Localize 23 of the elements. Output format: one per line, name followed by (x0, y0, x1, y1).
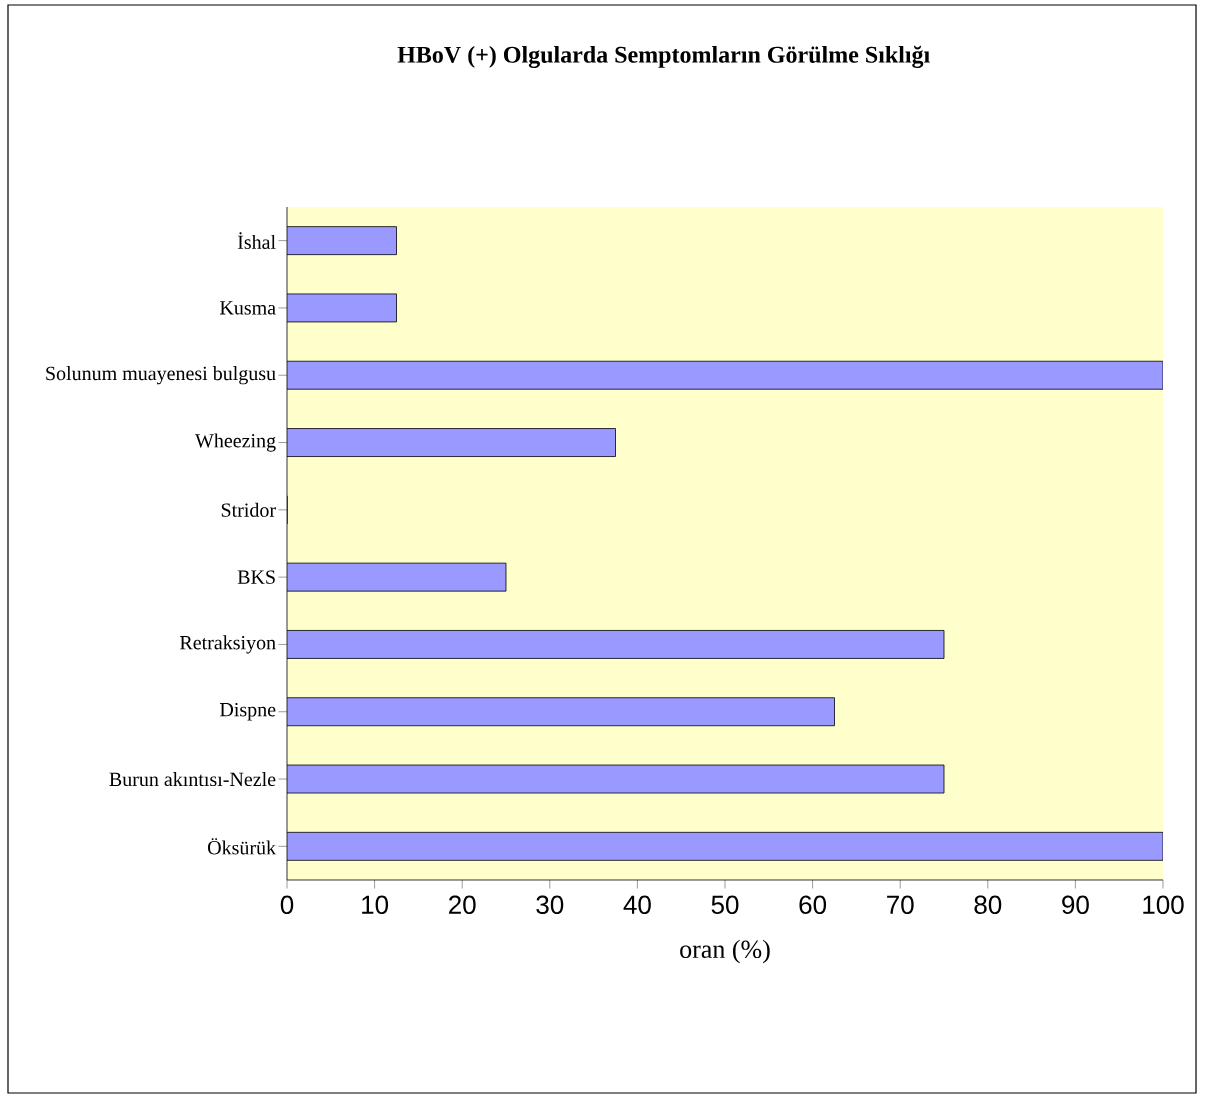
x-tick-label: 60 (799, 895, 827, 914)
y-tick-label: Stridor (221, 502, 276, 517)
y-tick-label: Burun akıntısı-Nezle (109, 771, 276, 787)
x-tick-label: 10 (362, 895, 389, 914)
y-tick-label: Dispne (219, 702, 276, 721)
y-tick-label: Solunum muayenesi bulgusu (46, 366, 276, 385)
y-tick-label: Wheezing (195, 433, 276, 452)
y-tick-label: İshal (237, 232, 276, 249)
chart-title: HBoV (+) Olgularda Semptomların Görülme Sıklığı (397, 45, 930, 68)
x-tick-label: 0 (280, 895, 294, 914)
x-axis-title: oran (%) (680, 939, 770, 964)
y-tick-label: Öksürük (207, 838, 277, 855)
x-tick-label: 20 (449, 895, 476, 914)
y-tick-label: Retraksiyon (179, 635, 276, 654)
x-tick-label: 90 (1062, 895, 1089, 914)
x-tick-label: 30 (536, 895, 564, 914)
y-tick-label: BKS (237, 570, 275, 584)
x-tick-label: 40 (623, 895, 651, 914)
x-tick-label: 100 (1143, 895, 1184, 914)
x-tick-label: 50 (711, 895, 739, 914)
x-tick-label: 70 (887, 895, 914, 914)
y-tick-label: Kusma (219, 301, 276, 315)
x-tick-label: 80 (974, 895, 1002, 914)
